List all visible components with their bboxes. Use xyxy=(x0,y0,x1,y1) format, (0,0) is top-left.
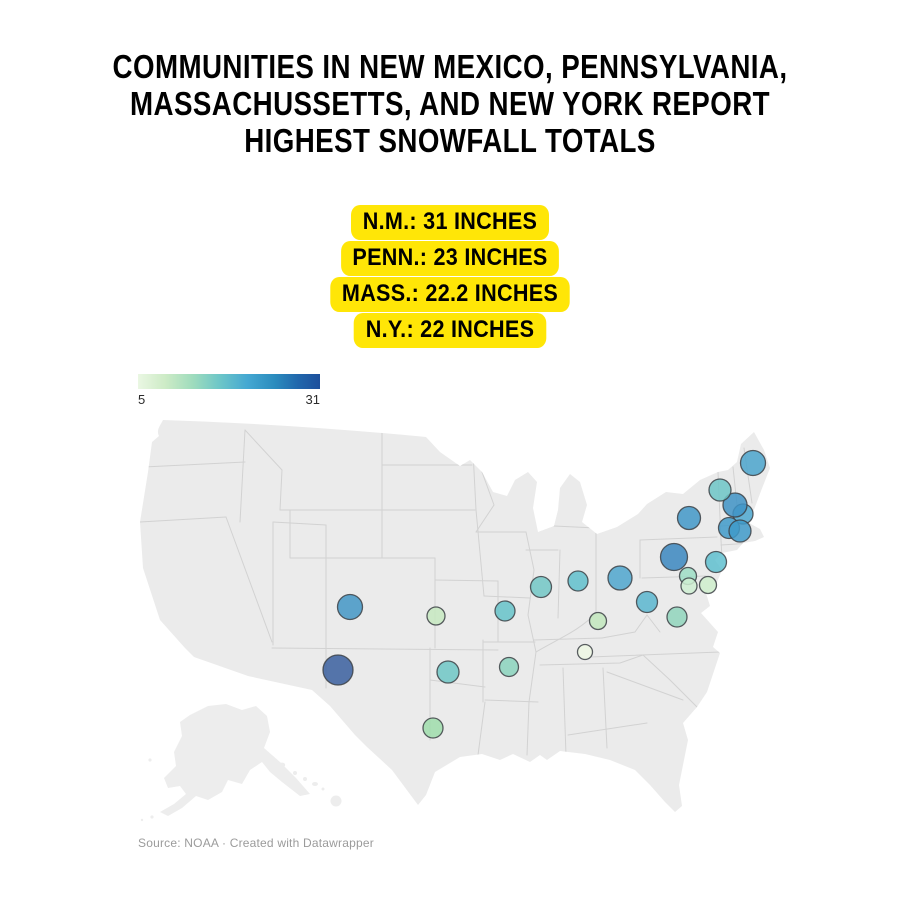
title-line-1: COMMUNITIES IN NEW MEXICO, PENNSYLVANIA, xyxy=(112,48,788,85)
snowfall-point-arkansas[interactable] xyxy=(498,656,520,678)
snowfall-point-missouri[interactable] xyxy=(494,600,516,622)
snowfall-point-tennessee[interactable] xyxy=(576,643,594,661)
snowfall-point-virginia[interactable] xyxy=(666,606,688,628)
source-attribution: Source: NOAA · Created with Datawrapper xyxy=(138,836,374,850)
snowfall-point-indiana[interactable] xyxy=(567,570,589,592)
legend-max-label: 31 xyxy=(305,392,320,407)
annotation-line-penn: PENN.: 23 INCHES xyxy=(340,241,560,276)
snowfall-point-massachusetts-2-[interactable] xyxy=(728,519,752,543)
snowfall-point-pennsylvania[interactable] xyxy=(659,542,689,572)
snowfall-point-ohio[interactable] xyxy=(607,565,633,591)
snowfall-point-connecticut[interactable] xyxy=(704,550,728,574)
color-legend: 5 31 xyxy=(138,374,320,407)
snowfall-point-new-hampshire[interactable] xyxy=(722,492,748,518)
alaska-island xyxy=(148,758,152,762)
snowfall-point-west-virginia[interactable] xyxy=(635,590,659,614)
snowfall-point-vermont[interactable] xyxy=(708,478,732,502)
title-line-2: MASSACHUSSETTS, AND NEW YORK REPORT xyxy=(129,85,770,122)
snowfall-point-delaware[interactable] xyxy=(680,577,698,595)
annotation-line-nm: N.M.: 31 INCHES xyxy=(351,205,549,240)
annotation-line-ny: N.Y.: 22 INCHES xyxy=(354,313,546,348)
snowfall-point-colorado[interactable] xyxy=(336,593,364,621)
legend-min-label: 5 xyxy=(138,392,146,407)
snowfall-point-new-mexico[interactable] xyxy=(322,654,354,686)
snowfall-point-oklahoma[interactable] xyxy=(436,660,460,684)
alaska-shape xyxy=(160,704,310,816)
snowfall-circles xyxy=(322,449,767,739)
annotation-line-mass: MASS.: 22.2 INCHES xyxy=(330,277,570,312)
snowfall-point-kentucky[interactable] xyxy=(588,611,608,631)
page-title: COMMUNITIES IN NEW MEXICO, PENNSYLVANIA,… xyxy=(0,48,900,159)
snowfall-point-texas[interactable] xyxy=(422,717,444,739)
snowfall-point-new-jersey[interactable] xyxy=(698,575,718,595)
aleutian-island xyxy=(150,815,154,819)
us-snowfall-map xyxy=(130,410,780,835)
hawaii-shape xyxy=(278,762,342,807)
state-borders xyxy=(140,420,753,756)
us-mainland-shape xyxy=(140,420,770,812)
snowfall-point-new-york[interactable] xyxy=(676,505,702,531)
legend-gradient-bar xyxy=(138,374,320,389)
title-line-3: HIGHEST SNOWFALL TOTALS xyxy=(244,122,656,159)
snowfall-point-maine[interactable] xyxy=(739,449,767,477)
annotation-callout: N.M.: 31 INCHES PENN.: 23 INCHES MASS.: … xyxy=(45,205,855,349)
snowfall-point-illinois[interactable] xyxy=(529,575,553,599)
snowfall-point-kansas[interactable] xyxy=(426,606,446,626)
aleutian-island xyxy=(140,818,144,822)
map-svg xyxy=(140,420,770,822)
